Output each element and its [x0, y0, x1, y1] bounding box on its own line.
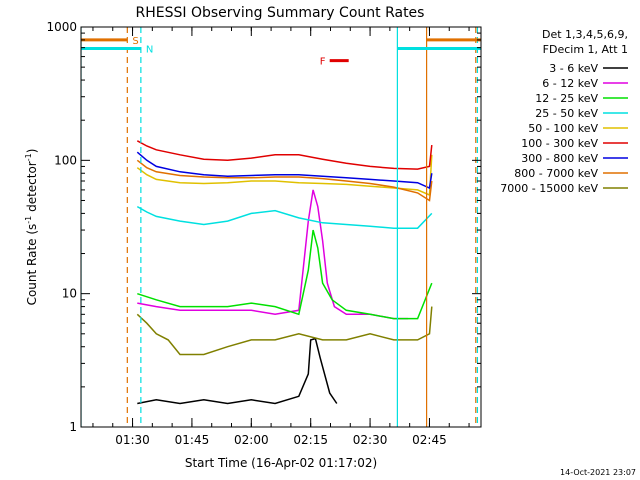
legend-entry-label: 300 - 800 keV: [521, 152, 598, 165]
series-line: [137, 337, 338, 405]
x-tick-label: 02:15: [293, 433, 328, 447]
y-tick-label: 1000: [46, 20, 77, 34]
series-line: [136, 306, 433, 356]
y-axis-label: Count Rate (s-1 detector-1): [24, 149, 39, 306]
x-tick-label: 02:00: [234, 433, 269, 447]
series-line: [136, 205, 433, 229]
legend-header-line-1: Det 1,3,4,5,6,9,: [542, 28, 628, 41]
legend-entry-label: 800 - 7000 keV: [514, 167, 598, 180]
series-line: [137, 189, 409, 320]
footer-timestamp: 14-Oct-2021 23:07: [560, 468, 636, 477]
annotation-label: F: [320, 57, 326, 68]
legend-entry-label: 25 - 50 keV: [535, 107, 598, 120]
legend-header-line-2: FDecim 1, Att 1: [543, 43, 628, 56]
x-axis-label: Start Time (16-Apr-02 01:17:02): [185, 456, 377, 470]
legend-entry-label: 3 - 6 keV: [549, 62, 598, 75]
series-line: [136, 151, 433, 190]
y-tick-label: 10: [62, 287, 77, 301]
series-line: [136, 140, 433, 170]
chart-title: RHESSI Observing Summary Count Rates: [136, 5, 425, 21]
legend-entry-label: 7000 - 15000 keV: [500, 182, 598, 195]
x-tick-label: 01:45: [175, 433, 210, 447]
legend-entry-label: 6 - 12 keV: [542, 77, 598, 90]
y-tick-label: 100: [54, 153, 77, 167]
plot-frame: [80, 26, 482, 428]
x-tick-label: 02:30: [353, 433, 388, 447]
legend-entry-label: 100 - 300 keV: [521, 137, 598, 150]
annotation-label: N: [146, 44, 153, 55]
series-line: [137, 229, 433, 320]
legend: 3 - 6 keV 6 - 12 keV 12 - 25 keV 25 - 50 ke…: [500, 62, 628, 195]
series-line: [136, 159, 433, 202]
y-tick-label: 1: [69, 420, 77, 434]
legend-entry-label: 50 - 100 keV: [528, 122, 598, 135]
legend-entry-label: 12 - 25 keV: [535, 92, 598, 105]
x-tick-label: 01:30: [115, 433, 150, 447]
annotation-label: S: [132, 36, 138, 47]
x-tick-label: 02:45: [412, 433, 447, 447]
series-line: [136, 154, 433, 197]
